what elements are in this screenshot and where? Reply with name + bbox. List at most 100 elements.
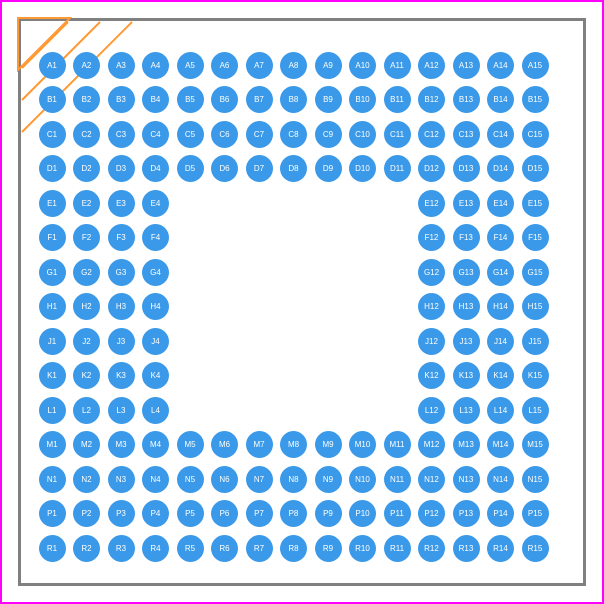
- pad-R10: R10: [349, 535, 376, 562]
- pad-G1: G1: [39, 259, 66, 286]
- pad-A9: A9: [315, 52, 342, 79]
- pad-M2: M2: [73, 431, 100, 458]
- pad-B6: B6: [211, 86, 238, 113]
- pad-B11: B11: [384, 86, 411, 113]
- pad-N11: N11: [384, 466, 411, 493]
- pad-G12: G12: [418, 259, 445, 286]
- pad-A7: A7: [246, 52, 273, 79]
- pad-F14: F14: [487, 224, 514, 251]
- pad-J13: J13: [453, 328, 480, 355]
- pad-P14: P14: [487, 500, 514, 527]
- pad-E15: E15: [522, 190, 549, 217]
- pad-P15: P15: [522, 500, 549, 527]
- pad-A10: A10: [349, 52, 376, 79]
- pad-J1: J1: [39, 328, 66, 355]
- pad-A4: A4: [142, 52, 169, 79]
- pad-C7: C7: [246, 121, 273, 148]
- pad-A2: A2: [73, 52, 100, 79]
- pad-A11: A11: [384, 52, 411, 79]
- pad-H14: H14: [487, 293, 514, 320]
- pad-N1: N1: [39, 466, 66, 493]
- pad-M4: M4: [142, 431, 169, 458]
- pad-H15: H15: [522, 293, 549, 320]
- pad-R1: R1: [39, 535, 66, 562]
- pad-D10: D10: [349, 155, 376, 182]
- pad-C9: C9: [315, 121, 342, 148]
- pad-D5: D5: [177, 155, 204, 182]
- pad-K12: K12: [418, 362, 445, 389]
- pad-P12: P12: [418, 500, 445, 527]
- pad-E14: E14: [487, 190, 514, 217]
- pad-M1: M1: [39, 431, 66, 458]
- pad-K2: K2: [73, 362, 100, 389]
- pad-A15: A15: [522, 52, 549, 79]
- pad-F13: F13: [453, 224, 480, 251]
- pad-C12: C12: [418, 121, 445, 148]
- pad-D14: D14: [487, 155, 514, 182]
- pad-N3: N3: [108, 466, 135, 493]
- pad-M12: M12: [418, 431, 445, 458]
- pad-L3: L3: [108, 397, 135, 424]
- pad-G3: G3: [108, 259, 135, 286]
- pad-P2: P2: [73, 500, 100, 527]
- pad-D8: D8: [280, 155, 307, 182]
- pad-G14: G14: [487, 259, 514, 286]
- pad-F4: F4: [142, 224, 169, 251]
- pad-M5: M5: [177, 431, 204, 458]
- pad-P6: P6: [211, 500, 238, 527]
- pad-B12: B12: [418, 86, 445, 113]
- pad-N2: N2: [73, 466, 100, 493]
- pad-E2: E2: [73, 190, 100, 217]
- pad-K1: K1: [39, 362, 66, 389]
- pad-H2: H2: [73, 293, 100, 320]
- pad-K13: K13: [453, 362, 480, 389]
- pad-N5: N5: [177, 466, 204, 493]
- pad-J3: J3: [108, 328, 135, 355]
- pad-D1: D1: [39, 155, 66, 182]
- pad-R4: R4: [142, 535, 169, 562]
- pad-N12: N12: [418, 466, 445, 493]
- pad-P4: P4: [142, 500, 169, 527]
- pad-R9: R9: [315, 535, 342, 562]
- pad-D9: D9: [315, 155, 342, 182]
- pad-H1: H1: [39, 293, 66, 320]
- pad-J14: J14: [487, 328, 514, 355]
- pad-R5: R5: [177, 535, 204, 562]
- pad-D2: D2: [73, 155, 100, 182]
- pad-C5: C5: [177, 121, 204, 148]
- pad-L15: L15: [522, 397, 549, 424]
- pad-D15: D15: [522, 155, 549, 182]
- pad-H3: H3: [108, 293, 135, 320]
- pad-C8: C8: [280, 121, 307, 148]
- pad-A12: A12: [418, 52, 445, 79]
- pad-L4: L4: [142, 397, 169, 424]
- pad-C14: C14: [487, 121, 514, 148]
- pad-R3: R3: [108, 535, 135, 562]
- pad-B8: B8: [280, 86, 307, 113]
- pad-P9: P9: [315, 500, 342, 527]
- pad-P13: P13: [453, 500, 480, 527]
- pad-C11: C11: [384, 121, 411, 148]
- pad-D12: D12: [418, 155, 445, 182]
- pad-J12: J12: [418, 328, 445, 355]
- pad-A6: A6: [211, 52, 238, 79]
- pad-N10: N10: [349, 466, 376, 493]
- pad-R13: R13: [453, 535, 480, 562]
- pad-N7: N7: [246, 466, 273, 493]
- pad-C13: C13: [453, 121, 480, 148]
- pad-G2: G2: [73, 259, 100, 286]
- pad-L1: L1: [39, 397, 66, 424]
- pad-R15: R15: [522, 535, 549, 562]
- pad-N13: N13: [453, 466, 480, 493]
- pad-R6: R6: [211, 535, 238, 562]
- pad-F2: F2: [73, 224, 100, 251]
- pad-C1: C1: [39, 121, 66, 148]
- pad-C10: C10: [349, 121, 376, 148]
- pad-L12: L12: [418, 397, 445, 424]
- pad-E4: E4: [142, 190, 169, 217]
- pad-D6: D6: [211, 155, 238, 182]
- pad-M9: M9: [315, 431, 342, 458]
- pad-J4: J4: [142, 328, 169, 355]
- pad-B3: B3: [108, 86, 135, 113]
- pad-A8: A8: [280, 52, 307, 79]
